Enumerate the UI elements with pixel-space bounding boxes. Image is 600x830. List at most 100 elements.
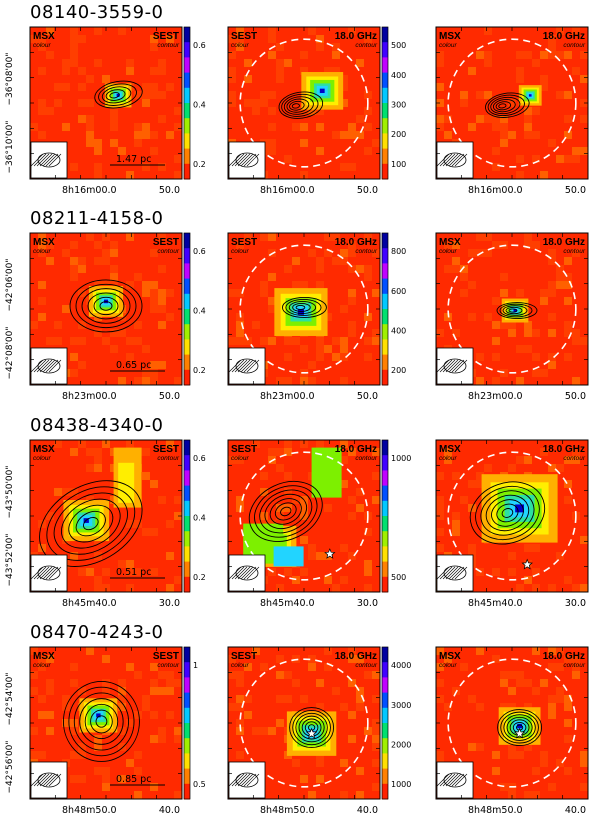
contour-line	[79, 698, 124, 745]
contour-line	[503, 714, 536, 741]
colorbar-tick-label: 500	[391, 573, 406, 582]
panel-right-sublabel: contour	[355, 662, 378, 669]
colorbar-segment	[382, 692, 388, 709]
colorbar-segment	[184, 278, 190, 295]
beam-hatch	[36, 153, 50, 167]
contour-line	[90, 709, 113, 734]
ra-tick-label: 8h48m50.0	[260, 805, 315, 816]
beam-hatch	[442, 773, 456, 787]
contour-line	[285, 299, 322, 316]
contour-line	[269, 498, 302, 525]
colorbar-segment	[382, 103, 388, 119]
star-marker	[324, 548, 336, 559]
panel-right-label: 18.0 GHz	[543, 31, 585, 42]
colorbar	[381, 26, 389, 180]
contour-line	[491, 499, 524, 527]
beam-ellipse	[235, 358, 259, 374]
beam-inset	[436, 554, 474, 592]
colorbar-segment	[382, 470, 388, 487]
colorbar-segment	[382, 723, 388, 739]
beam-hatch	[36, 359, 50, 373]
colorbar-tick-label: 400	[391, 326, 406, 335]
contour-line	[496, 302, 538, 319]
beam-hatch	[448, 566, 462, 580]
colorbar-segment	[184, 440, 190, 456]
beam-hatch	[243, 153, 257, 167]
colorbar-segment	[184, 72, 190, 89]
colorbar-segment	[184, 723, 190, 739]
panel-right-label: 18.0 GHz	[543, 651, 585, 662]
contour-line	[508, 308, 518, 313]
beam-hatch	[237, 359, 251, 373]
emission-pixel	[118, 462, 135, 503]
beam-hatch	[42, 153, 56, 167]
beam-hatch	[442, 359, 456, 373]
ra-tick-label: 8h45m40.0	[468, 598, 523, 609]
beam-hatch	[39, 773, 53, 787]
colorbar	[183, 646, 191, 800]
beam-hatch	[33, 359, 47, 373]
panel-left-label: MSX	[439, 31, 461, 42]
colorbar-tick-label: 1000	[391, 780, 411, 789]
beam-hatch	[30, 773, 44, 787]
beam-hatch	[30, 359, 44, 373]
beam-hatch	[30, 153, 44, 167]
beam-hatch	[42, 359, 56, 373]
beam-ellipse	[37, 565, 61, 581]
contour-line	[99, 301, 113, 311]
colorbar-segment	[184, 677, 190, 694]
beam-hatch	[448, 153, 462, 167]
beam-hatch	[234, 153, 248, 167]
beam-hatch	[454, 773, 468, 787]
colorbar-tick-label: 200	[391, 130, 406, 139]
colorbar-segment	[184, 662, 190, 678]
contour-line	[83, 517, 99, 531]
panel-left-sublabel: colour	[33, 248, 52, 255]
colorbar-tick-label: 4000	[391, 661, 411, 670]
colorbar-tick-label: 0.6	[193, 454, 206, 463]
colorbar-segment	[382, 576, 388, 593]
colorbar-segment	[382, 57, 388, 74]
colorbar-segment	[184, 133, 190, 150]
panel-left-sublabel: colour	[439, 248, 458, 255]
beam-ellipse	[235, 772, 259, 788]
colorbar-segment	[382, 324, 388, 340]
panel-left-label: MSX	[439, 444, 461, 455]
primary-beam-circle	[447, 658, 577, 788]
primary-beam-circle	[447, 451, 577, 581]
beam-hatch	[240, 153, 254, 167]
colorbar	[381, 439, 389, 593]
colorbar-tick-label: 100	[391, 160, 406, 169]
beam-hatch	[243, 359, 257, 373]
colorbar-segment	[184, 354, 190, 371]
ra-tick-label: 30.0	[565, 598, 586, 609]
ra-tick-label: 8h16m00.0	[260, 185, 315, 196]
contour-line	[75, 510, 106, 537]
panel-right-sublabel: contour	[355, 248, 378, 255]
contour-line	[288, 301, 317, 314]
scale-bar-label: 0.65 pc	[116, 360, 151, 371]
contour-line	[291, 103, 300, 109]
colorbar-segment	[382, 516, 388, 532]
contour-line	[492, 99, 516, 113]
beam-hatch	[48, 153, 62, 167]
colorbar-tick-label: 1	[193, 661, 198, 670]
colorbar-segment	[382, 546, 388, 563]
colorbar-segment	[184, 87, 190, 104]
beam-hatch	[445, 566, 459, 580]
panel-right-label: 18.0 GHz	[543, 237, 585, 248]
beam-hatch	[39, 153, 53, 167]
colorbar-segment	[184, 707, 190, 724]
dec-tick-label: −42°56'00"	[5, 740, 15, 793]
beam-hatch	[436, 773, 450, 787]
beam-hatch	[231, 566, 245, 580]
beam-hatch	[36, 773, 50, 787]
contour-line	[490, 96, 521, 115]
contour-line	[501, 508, 514, 518]
beam-hatch	[45, 773, 59, 787]
beam-ellipse	[37, 358, 61, 374]
